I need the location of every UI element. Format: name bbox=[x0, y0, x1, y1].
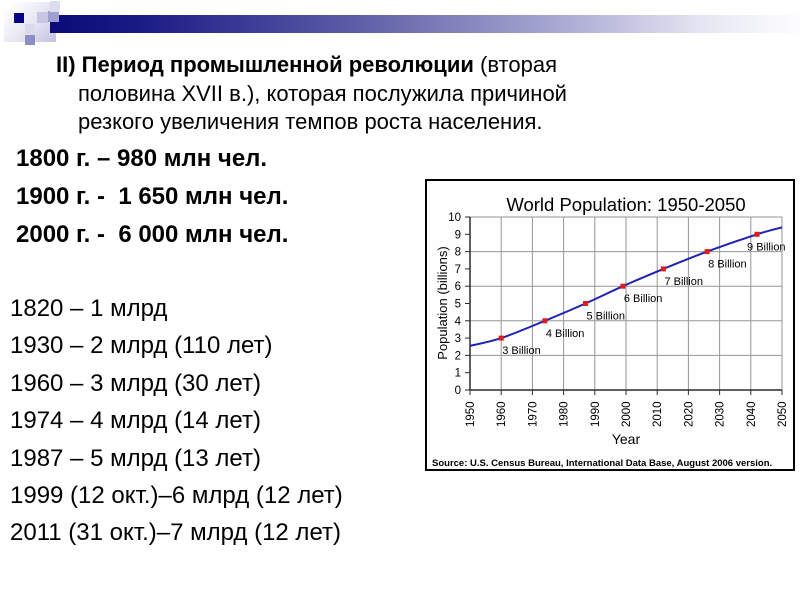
data-point-marker bbox=[620, 283, 626, 289]
list-item: 1999 (12 окт.)–6 млрд (12 лет) bbox=[10, 482, 343, 510]
data-point-marker bbox=[704, 249, 710, 255]
x-tick-label: 1960 bbox=[496, 401, 508, 427]
deco-square-medium bbox=[25, 35, 35, 45]
y-tick-label: 6 bbox=[455, 281, 461, 293]
data-point-label: 3 Billion bbox=[502, 345, 541, 357]
deco-square-lavender bbox=[37, 12, 48, 23]
x-tick-label: 2040 bbox=[746, 401, 758, 427]
y-tick-label: 1 bbox=[455, 368, 461, 380]
heading-bold-text: II) Период промышленной революции bbox=[56, 52, 474, 77]
y-tick-label: 9 bbox=[455, 229, 461, 241]
list-item: 1800 г. – 980 млн чел. bbox=[16, 145, 268, 172]
list-item: 1820 – 1 млрд bbox=[10, 295, 168, 322]
list-item: 1930 – 2 млрд (110 лет) bbox=[10, 332, 273, 360]
deco-square-light bbox=[25, 24, 35, 34]
deco-square-periwinkle bbox=[48, 11, 59, 22]
y-tick-label: 5 bbox=[455, 299, 461, 311]
data-point-marker bbox=[542, 318, 548, 324]
x-tick-label: 1980 bbox=[559, 401, 571, 427]
x-tick-label: 2050 bbox=[777, 401, 789, 427]
y-tick-label: 4 bbox=[455, 316, 462, 328]
top-gradient-bar bbox=[50, 15, 800, 33]
y-axis-title: Population (billions) bbox=[435, 246, 450, 359]
chart-title: World Population: 1950-2050 bbox=[506, 194, 745, 215]
x-axis-title: Year bbox=[612, 431, 641, 447]
y-tick-label: 0 bbox=[455, 385, 461, 397]
y-tick-label: 10 bbox=[448, 212, 461, 224]
data-point-marker bbox=[582, 301, 588, 306]
data-point-marker bbox=[754, 231, 760, 237]
x-tick-label: 2030 bbox=[715, 401, 727, 427]
chart-source: Source: U.S. Census Bureau, Internationa… bbox=[432, 458, 772, 469]
list-item: 1987 – 5 млрд (13 лет) bbox=[10, 444, 261, 472]
list-item: 2011 (31 окт.)–7 млрд (12 лет) bbox=[10, 519, 341, 547]
chart-border bbox=[425, 179, 795, 471]
data-point-label: 4 Billion bbox=[546, 328, 585, 340]
x-tick-label: 1990 bbox=[590, 401, 602, 427]
data-point-marker bbox=[498, 335, 504, 341]
y-tick-label: 3 bbox=[455, 333, 461, 345]
data-point-label: 9 Billion bbox=[747, 241, 786, 253]
y-tick-label: 8 bbox=[455, 247, 461, 259]
slide-heading: II) Период промышленной революции (втора… bbox=[56, 51, 638, 137]
list-item: 2000 г. - 6 000 млн чел. bbox=[16, 221, 289, 248]
x-tick-label: 2020 bbox=[683, 401, 695, 427]
x-tick-label: 2010 bbox=[652, 401, 664, 427]
data-point-marker bbox=[660, 266, 666, 272]
x-tick-label: 1970 bbox=[527, 401, 539, 427]
list-item: 1900 г. - 1 650 млн чел. bbox=[16, 183, 289, 210]
list-item: 1974 – 4 млрд (14 лет) bbox=[10, 407, 261, 435]
y-tick-label: 2 bbox=[455, 350, 461, 362]
chart-container: World Population: 1950-2050 1950 1960 1970 1… bbox=[425, 179, 795, 471]
deco-square-pale bbox=[50, 1, 60, 12]
y-tick-label: 7 bbox=[455, 264, 461, 276]
data-point-label: 8 Billion bbox=[708, 259, 747, 271]
data-point-label: 5 Billion bbox=[586, 311, 625, 323]
data-point-label: 6 Billion bbox=[624, 293, 663, 305]
x-tick-label: 2000 bbox=[621, 401, 633, 427]
list-item: 1960 – 3 млрд (30 лет) bbox=[10, 369, 261, 397]
x-tick-label: 1950 bbox=[465, 401, 477, 427]
data-point-label: 7 Billion bbox=[664, 276, 703, 288]
heading-regular-text: (вторая половина XVII в.), которая послу… bbox=[78, 52, 574, 134]
population-history-list: 1800 г. – 980 млн чел. 1900 г. - 1 650 мл… bbox=[16, 140, 288, 254]
billion-milestones-list: 1820 – 1 млрд 1930 – 2 млрд (110 лет) 1960… bbox=[10, 290, 343, 552]
deco-square-navy bbox=[14, 13, 24, 23]
